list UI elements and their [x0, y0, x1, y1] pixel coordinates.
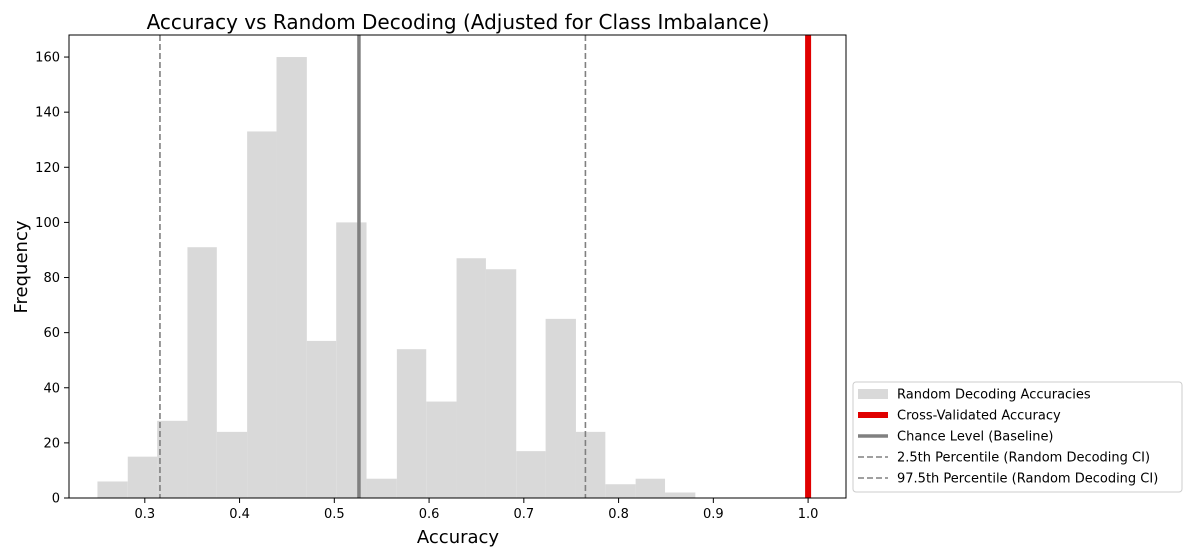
histogram-bar-18 — [605, 484, 636, 498]
histogram-bars — [97, 57, 696, 499]
x-tick-label: 1.0 — [798, 507, 819, 522]
legend-label-97-5th-percentile-random-decoding-ci: 97.5th Percentile (Random Decoding CI) — [897, 472, 1158, 487]
y-tick-label: 0 — [52, 492, 60, 507]
y-tick-label: 80 — [43, 271, 60, 286]
legend-label-cross-validated-accuracy: Cross-Validated Accuracy — [897, 409, 1061, 424]
x-tick-label: 0.5 — [324, 507, 345, 522]
legend: Random Decoding Accuracies Cross-Validate… — [852, 381, 1183, 493]
legend-swatch-random-decoding-accuracies — [858, 389, 888, 399]
x-tick-label: 0.6 — [419, 507, 440, 522]
y-tick-label: 20 — [43, 436, 60, 451]
x-axis-label: Accuracy — [417, 527, 500, 548]
chart-title: Accuracy vs Random Decoding (Adjusted fo… — [147, 10, 770, 34]
histogram-bar-9 — [336, 222, 367, 498]
histogram-bar-12 — [426, 401, 457, 498]
reference-lines — [159, 35, 812, 498]
plot-frame — [68, 34, 847, 499]
histogram-bar-17 — [575, 431, 606, 498]
histogram-bar-14 — [485, 269, 517, 498]
histogram-bar-2 — [127, 456, 158, 498]
histogram-bar-11 — [396, 349, 427, 498]
histogram-bar-1 — [97, 481, 128, 498]
x-tick-label: 0.9 — [703, 507, 724, 522]
histogram-bar-3 — [157, 420, 188, 498]
y-tick-label: 60 — [43, 326, 60, 341]
x-tick-label: 0.3 — [134, 507, 155, 522]
histogram-bar-5 — [216, 431, 248, 498]
histogram-bar-16 — [545, 318, 576, 498]
y-axis-ticks: 0 20 40 60 80 100 120 140 160 — [35, 51, 69, 507]
x-axis-ticks: 0.3 0.4 0.5 0.6 0.7 0.8 0.9 1.0 — [134, 498, 818, 522]
y-tick-label: 120 — [35, 161, 60, 176]
y-tick-label: 140 — [35, 106, 60, 121]
histogram-bar-19 — [635, 478, 666, 498]
y-tick-label: 160 — [35, 51, 60, 66]
histogram-bar-15 — [516, 451, 546, 498]
histogram-bar-20 — [665, 492, 696, 498]
y-tick-label: 40 — [43, 381, 60, 396]
legend-label-2-5th-percentile-random-decoding-ci: 2.5th Percentile (Random Decoding CI) — [897, 451, 1150, 466]
legend-label-random-decoding-accuracies: Random Decoding Accuracies — [897, 388, 1091, 403]
histogram-bar-7 — [276, 57, 307, 499]
histogram-bar-6 — [247, 131, 277, 499]
histogram-bar-13 — [456, 258, 486, 498]
histogram-bar-8 — [306, 340, 337, 498]
x-tick-label: 0.7 — [513, 507, 534, 522]
y-axis-label: Frequency — [11, 220, 32, 313]
y-tick-label: 100 — [35, 216, 60, 231]
histogram-bar-4 — [187, 247, 217, 498]
histogram-bar-10 — [366, 478, 397, 498]
legend-label-chance-level-baseline: Chance Level (Baseline) — [897, 430, 1054, 445]
x-tick-label: 0.8 — [608, 507, 629, 522]
x-tick-label: 0.4 — [229, 507, 250, 522]
legend-box — [852, 381, 1183, 493]
